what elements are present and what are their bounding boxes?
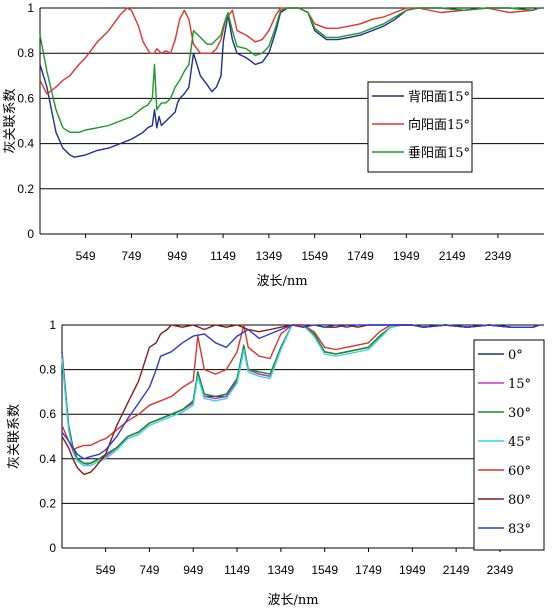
x-tick-label: 1949 <box>393 249 420 263</box>
y-tick-label: 1 <box>49 318 56 332</box>
y-tick-label: 0.6 <box>17 91 34 105</box>
y-tick-label: 0.4 <box>17 137 34 151</box>
x-tick-label: 2349 <box>487 563 514 577</box>
x-tick-label: 749 <box>139 563 159 577</box>
legend-label: 垂阳面15° <box>408 146 470 161</box>
legend-label: 30° <box>508 406 531 421</box>
y-tick-label: 0 <box>27 227 34 241</box>
x-tick-label: 749 <box>121 249 141 263</box>
series-line-5 <box>61 324 540 476</box>
y-tick-label: 0 <box>49 541 56 555</box>
legend-label: 45° <box>508 435 531 450</box>
series-line-2 <box>61 324 540 464</box>
series-line-0 <box>61 324 540 464</box>
series-line-4 <box>61 324 540 451</box>
x-tick-label: 1149 <box>224 563 250 577</box>
y-axis-label: 灰关联系数 <box>3 88 18 153</box>
x-tick-label: 2149 <box>439 249 466 263</box>
series-line-2 <box>39 7 540 134</box>
x-tick-label: 949 <box>183 563 203 577</box>
x-tick-label: 1749 <box>355 563 382 577</box>
y-tick-label: 0.8 <box>39 363 56 377</box>
x-axis-label: 波长/nm <box>267 593 318 608</box>
x-tick-label: 1349 <box>268 563 295 577</box>
legend-label: 15° <box>508 377 531 392</box>
x-tick-label: 549 <box>76 249 96 263</box>
legend-label: 83° <box>508 522 531 537</box>
series-line-1 <box>61 324 540 467</box>
x-tick-label: 1549 <box>301 249 328 263</box>
x-tick-label: 1549 <box>311 563 338 577</box>
legend-label: 0° <box>508 348 523 363</box>
x-tick-label: 1149 <box>210 249 236 263</box>
x-tick-label: 2349 <box>485 249 512 263</box>
y-tick-label: 0.2 <box>39 496 56 510</box>
y-tick-label: 0.6 <box>39 407 56 421</box>
x-tick-label: 1949 <box>399 563 426 577</box>
y-tick-label: 0.4 <box>39 452 56 466</box>
y-tick-label: 0.2 <box>17 182 34 196</box>
x-tick-label: 549 <box>96 563 116 577</box>
x-tick-label: 1749 <box>347 249 374 263</box>
legend-label: 60° <box>508 464 531 479</box>
legend-label: 向阳面15° <box>408 117 470 133</box>
series-line-6 <box>61 324 540 460</box>
x-tick-label: 2149 <box>443 563 470 577</box>
y-tick-label: 0.8 <box>17 46 34 60</box>
legend-box <box>473 339 545 551</box>
legend-box <box>367 81 473 173</box>
x-tick-label: 1349 <box>256 249 283 263</box>
y-tick-label: 1 <box>27 1 34 15</box>
series-line-1 <box>39 7 540 95</box>
series-line-3 <box>61 324 540 467</box>
legend-label: 80° <box>508 493 531 508</box>
x-tick-label: 949 <box>167 249 187 263</box>
legend-label: 背阳面15° <box>408 90 470 105</box>
x-axis-label: 波长/nm <box>256 274 307 289</box>
y-axis-label: 灰关联系数 <box>7 404 22 469</box>
series-line-0 <box>39 7 540 158</box>
